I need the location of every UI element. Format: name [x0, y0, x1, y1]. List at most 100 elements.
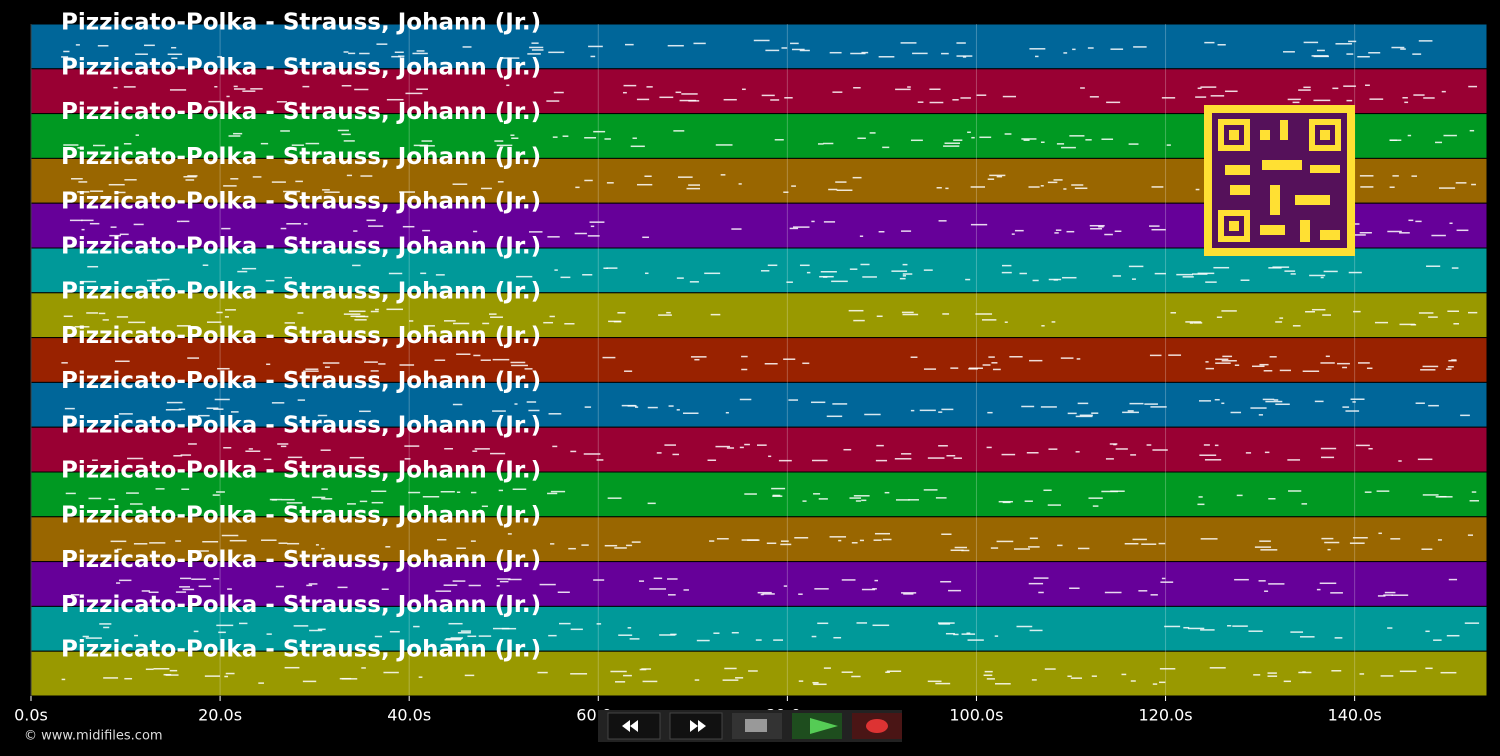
- note: [1213, 266, 1230, 269]
- note: [1138, 590, 1148, 592]
- note: [668, 405, 674, 407]
- grid: [30, 24, 1356, 696]
- note: [686, 187, 701, 190]
- note: [884, 491, 890, 494]
- forward-button[interactable]: [669, 712, 723, 740]
- note: [938, 411, 943, 413]
- note: [689, 281, 699, 283]
- note: [1187, 627, 1205, 630]
- note: [124, 677, 133, 680]
- note: [295, 180, 303, 183]
- note: [420, 272, 427, 275]
- note: [337, 586, 348, 589]
- note: [1106, 101, 1121, 104]
- note: [1418, 312, 1434, 314]
- note: [910, 139, 923, 142]
- note: [793, 226, 810, 228]
- note: [286, 502, 303, 504]
- note: [1024, 500, 1033, 502]
- note: [1290, 273, 1296, 275]
- note: [1468, 311, 1478, 314]
- note: [1305, 311, 1315, 313]
- note: [826, 415, 843, 418]
- note: [744, 443, 750, 446]
- note: [1159, 681, 1166, 684]
- note: [872, 588, 877, 590]
- note: [241, 267, 257, 270]
- note: [1128, 143, 1139, 145]
- note: [230, 178, 239, 180]
- note: [103, 677, 119, 679]
- note: [1245, 452, 1252, 454]
- note: [171, 46, 177, 49]
- note: [1369, 98, 1384, 100]
- note: [783, 358, 796, 360]
- note: [528, 231, 543, 233]
- note: [1127, 410, 1134, 412]
- note: [135, 53, 148, 55]
- note: [435, 274, 445, 276]
- note: [590, 55, 596, 58]
- note: [744, 493, 757, 495]
- note: [1225, 90, 1238, 93]
- record-button[interactable]: [852, 713, 902, 739]
- note: [1449, 222, 1453, 225]
- note: [1087, 47, 1094, 49]
- note: [753, 39, 770, 42]
- note: [187, 357, 200, 359]
- note: [444, 639, 461, 641]
- note: [966, 632, 971, 634]
- note: [1197, 87, 1202, 90]
- track-titles: Pizzicato-Polka - Strauss, Johann (Jr.) P…: [61, 10, 541, 663]
- note: [901, 453, 912, 455]
- rewind-button[interactable]: [607, 712, 661, 740]
- note: [467, 635, 477, 638]
- stop-button[interactable]: [732, 713, 782, 739]
- note: [482, 322, 490, 325]
- note: [212, 494, 220, 496]
- note: [376, 43, 388, 45]
- note: [115, 360, 130, 363]
- note: [1322, 314, 1331, 316]
- note: [1352, 537, 1368, 539]
- note: [1258, 580, 1266, 582]
- note: [976, 94, 987, 96]
- play-button[interactable]: [792, 713, 842, 739]
- note: [1378, 532, 1382, 535]
- note: [1114, 230, 1122, 233]
- note: [343, 140, 355, 142]
- note: [935, 497, 947, 499]
- note: [539, 583, 556, 586]
- note: [882, 146, 890, 149]
- track-title: Pizzicato-Polka - Strauss, Johann (Jr.): [61, 99, 541, 125]
- note: [92, 459, 98, 461]
- note: [656, 452, 662, 454]
- note: [1035, 55, 1039, 58]
- note: [1342, 406, 1350, 408]
- note: [1215, 358, 1229, 361]
- note: [1109, 443, 1118, 445]
- note: [860, 263, 870, 266]
- note: [1230, 411, 1242, 414]
- note: [836, 189, 853, 192]
- track-title: Pizzicato-Polka - Strauss, Johann (Jr.): [61, 368, 541, 394]
- note: [462, 46, 472, 48]
- note: [1264, 590, 1269, 592]
- note: [1438, 187, 1456, 189]
- note: [1014, 229, 1024, 232]
- note: [693, 42, 706, 45]
- note: [788, 399, 799, 401]
- note: [360, 175, 373, 177]
- note: [359, 410, 371, 413]
- note: [371, 490, 387, 493]
- note: [497, 181, 504, 183]
- note: [723, 98, 737, 101]
- note: [526, 401, 537, 403]
- note: [1141, 543, 1157, 545]
- note: [768, 455, 772, 458]
- note: [971, 136, 975, 139]
- note: [627, 627, 632, 629]
- note: [988, 356, 995, 358]
- note: [778, 459, 792, 462]
- note: [223, 185, 237, 187]
